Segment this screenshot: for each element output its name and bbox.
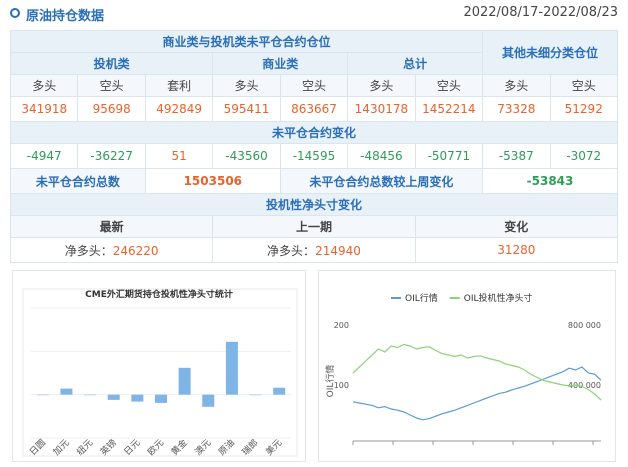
net-change-value: 31280 (497, 243, 536, 257)
bar (178, 367, 191, 395)
x-tick-label: 澳元 (192, 437, 213, 458)
positions-table: 商业类与投机类未平仓合约仓位 其他未细分类仓位 投机类 商业类 总计 多头 空头套… (9, 30, 619, 263)
position-value: 341918 (9, 96, 79, 122)
position-value: 51292 (549, 96, 618, 122)
sub-header: 总计 (347, 52, 484, 75)
bar (273, 387, 286, 395)
bar (107, 394, 120, 400)
position-value: 1430178 (347, 96, 416, 122)
bar (131, 394, 144, 402)
x-tick-label: 日圆 (27, 437, 48, 458)
change-value: -48456 (347, 143, 416, 169)
y-axis-label: OIL行情 (324, 365, 336, 398)
y-tick-label: 200 (334, 321, 349, 330)
x-tick-label: 瑞郎 (239, 437, 260, 458)
total-label: 未平仓合约总数 (10, 168, 146, 194)
net-change: 31280 (414, 237, 619, 263)
column-header: 空头 (549, 74, 618, 97)
column-header: 空头 (77, 74, 146, 97)
bar (84, 394, 97, 396)
x-tick-label: 纽元 (74, 437, 95, 458)
total-change-value: -53843 (482, 168, 618, 194)
column-header: 多头 (212, 74, 281, 97)
y-tick-label: 100 (334, 381, 349, 390)
change-value: 51 (144, 143, 214, 169)
y2-tick-label: 400 000 (568, 381, 601, 390)
x-tick-label: 黄金 (169, 437, 190, 458)
legend-label: OIL行情 (405, 292, 438, 304)
position-value: 595411 (212, 96, 281, 122)
column-header: 空头 (279, 74, 349, 97)
net-previous-value: 214940 (315, 243, 361, 258)
legend-label: OIL投机性净头寸 (464, 292, 533, 304)
chart-title: CME外汇期货持仓投机性净头寸统计 (85, 288, 233, 300)
column-header: 多头 (482, 74, 551, 97)
total-change-label: 未平仓合约总数较上周变化 (279, 168, 484, 194)
column-header: 套利 (144, 74, 214, 97)
date-range: 2022/08/17-2022/08/23 (463, 5, 618, 20)
change-value: -36227 (77, 143, 146, 169)
group-header: 商业类与投机类未平仓合约仓位 (9, 30, 484, 53)
change-value: -3072 (549, 143, 618, 169)
net-latest: 净多头：246220 (9, 237, 214, 263)
net-prefix: 净多头： (267, 243, 316, 258)
net-header: 投机性净头寸变化 (10, 193, 618, 216)
x-tick-label: 原油 (216, 437, 237, 458)
x-tick-label: 欧元 (145, 437, 166, 458)
other-header: 其他未细分类仓位 (482, 30, 618, 75)
header-title: 原油持仓数据 (26, 9, 105, 24)
bar (36, 394, 49, 396)
column-header: 多头 (347, 74, 416, 97)
sub-header: 商业类 (212, 52, 349, 75)
total-value: 1503506 (144, 168, 281, 194)
net-column: 变化 (414, 215, 619, 238)
net-column: 最新 (9, 215, 214, 238)
position-value: 492849 (144, 96, 214, 122)
series-line (352, 343, 602, 401)
change-value: -5387 (482, 143, 551, 169)
plot-frame (22, 288, 298, 457)
net-latest-value: 246220 (112, 243, 159, 258)
header-icon (10, 8, 20, 18)
bar (155, 394, 167, 403)
bar (249, 394, 262, 396)
series-line (352, 366, 602, 421)
sub-header: 投机类 (9, 52, 214, 75)
bar (60, 388, 73, 395)
line-panel: OIL行情 OIL投机性净头寸 OIL行情 100 200 400 000 800 000 (318, 270, 616, 462)
net-column: 上一期 (212, 215, 416, 238)
net-prefix: 净多头： (64, 243, 113, 258)
change-value: -43560 (212, 143, 281, 169)
bar (225, 341, 238, 395)
change-header: 未平仓合约变化 (10, 121, 618, 144)
x-tick-label: 日元 (122, 437, 143, 458)
bar-panel: CME外汇期货持仓投机性净头寸统计日圆 加元 纽元 英镑 日元 欧元 黄金 澳元 原油 瑞郎 美元 (12, 270, 306, 462)
net-previous: 净多头：214940 (212, 237, 416, 263)
column-header: 多头 (9, 74, 79, 97)
change-value: -50771 (414, 143, 484, 169)
position-value: 73328 (482, 96, 551, 122)
x-tick-label: 英镑 (98, 437, 119, 458)
header: 原油持仓数据 2022/08/17-2022/08/23 (10, 4, 618, 24)
y2-tick-label: 800 000 (568, 321, 601, 330)
position-value: 95698 (77, 96, 146, 122)
bar (202, 394, 215, 407)
change-value: -4947 (9, 143, 79, 169)
x-tick-label: 美元 (263, 437, 284, 458)
position-value: 863667 (279, 96, 349, 122)
column-header: 空头 (414, 74, 484, 97)
change-value: -14595 (279, 143, 349, 169)
x-tick-label: 加元 (51, 437, 72, 458)
position-value: 1452214 (414, 96, 484, 122)
